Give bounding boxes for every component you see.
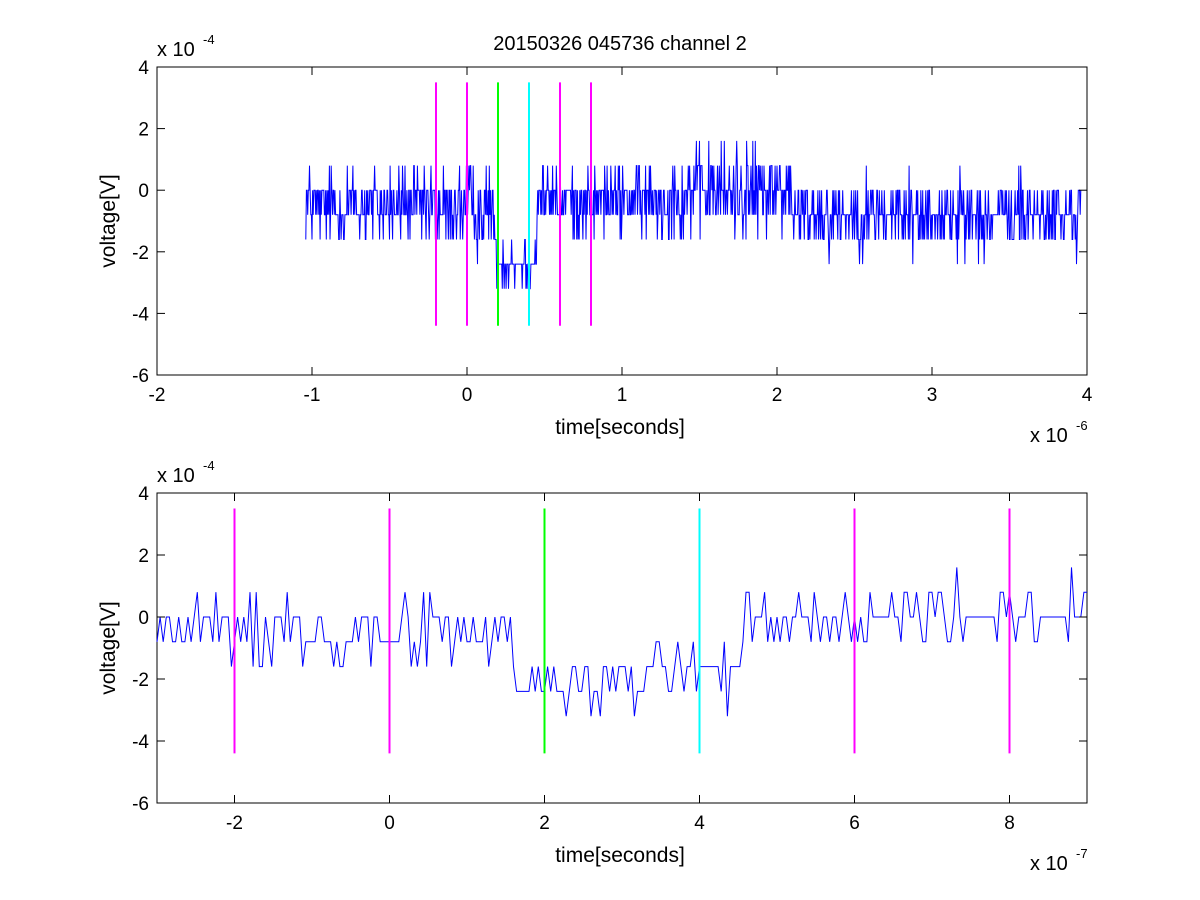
y-tick-label: -6 (132, 366, 149, 387)
y-tick-label: -2 (132, 243, 149, 264)
x-multiplier-exponent: -6 (1076, 418, 1088, 433)
x-tick-label: 2 (772, 385, 783, 406)
x-axis-label: time[seconds] (555, 416, 685, 439)
x-multiplier-exponent: -7 (1076, 846, 1088, 861)
y-tick-label: -4 (132, 732, 149, 753)
x-tick-label: 4 (694, 813, 705, 834)
x-multiplier: x 10 (1030, 425, 1068, 447)
x-multiplier: x 10 (1030, 853, 1068, 875)
y-multiplier-exponent: -4 (203, 458, 215, 473)
y-multiplier: x 10 (157, 465, 195, 487)
x-tick-label: -2 (149, 385, 166, 406)
y-axis-label: voltage[V] (97, 601, 120, 694)
y-tick-label: 2 (138, 546, 149, 567)
x-tick-label: 0 (384, 813, 395, 834)
y-multiplier: x 10 (157, 39, 195, 61)
y-tick-label: 4 (138, 58, 149, 79)
x-tick-label: -2 (226, 813, 243, 834)
x-tick-label: -1 (304, 385, 321, 406)
x-tick-label: 8 (1004, 813, 1015, 834)
y-axis-label: voltage[V] (97, 174, 120, 267)
x-axis-label: time[seconds] (555, 844, 685, 867)
y-tick-label: 0 (138, 608, 149, 629)
x-tick-label: 1 (617, 385, 628, 406)
x-tick-label: 3 (927, 385, 938, 406)
signal-trace (305, 140, 1082, 290)
y-tick-label: 0 (138, 181, 149, 202)
plot-area (156, 492, 1088, 804)
x-tick-label: 4 (1082, 385, 1093, 406)
top-plot: -2 -1 0 1 2 3 4 -6 -4 -2 0 2 4 time[seconds] voltage[V… (97, 32, 1093, 447)
y-multiplier-exponent: -4 (203, 32, 215, 47)
figure-title: 20150326 045736 channel 2 (493, 33, 747, 55)
x-tick-label: 0 (462, 385, 473, 406)
x-tick-label: 6 (849, 813, 860, 834)
y-tick-label: -2 (132, 670, 149, 691)
y-tick-label: 2 (138, 120, 149, 141)
signal-trace (156, 567, 1087, 717)
y-tick-label: 4 (138, 484, 149, 505)
y-tick-label: -4 (132, 304, 149, 325)
bottom-plot: -2 0 2 4 6 8 -6 -4 -2 0 2 4 time[seconds] voltage[V] x… (97, 458, 1088, 875)
y-tick-label: -6 (132, 794, 149, 815)
x-tick-label: 2 (539, 813, 550, 834)
